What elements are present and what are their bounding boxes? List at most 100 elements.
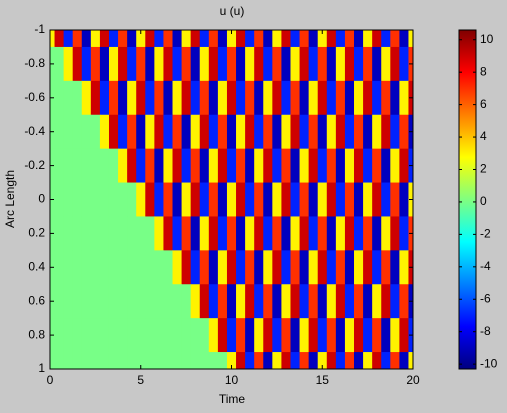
cell: [208, 352, 219, 369]
cell: [399, 352, 409, 369]
cell: [54, 114, 65, 150]
cell: [63, 114, 74, 150]
cell: [308, 284, 319, 319]
cell: [99, 284, 110, 319]
cell: [81, 352, 92, 369]
cell: [226, 80, 237, 116]
cell: [190, 148, 201, 183]
cell: [163, 148, 173, 183]
cell: [226, 148, 237, 183]
cell: [108, 284, 119, 319]
cell: [136, 30, 146, 48]
cell: [181, 182, 192, 217]
cell: [99, 352, 110, 369]
cell: [317, 80, 328, 116]
cell: [344, 148, 355, 183]
cell: [326, 148, 337, 183]
cell: [399, 114, 409, 150]
cell: [263, 318, 273, 353]
cell: [308, 148, 319, 183]
cell: [81, 80, 92, 116]
colorbar-tick-label: -8: [480, 324, 491, 338]
cell: [81, 318, 92, 353]
cell: [72, 318, 83, 353]
cell: [172, 148, 182, 183]
cell: [81, 250, 92, 285]
cell: [118, 182, 128, 217]
cell: [118, 46, 128, 82]
cell: [372, 46, 382, 82]
cell: [154, 250, 164, 285]
cell: [399, 80, 409, 116]
cell: [81, 216, 92, 251]
cell: [181, 352, 192, 369]
cell: [90, 216, 101, 251]
cell: [172, 352, 182, 369]
cell: [163, 46, 173, 82]
cell: [145, 284, 155, 319]
cell: [208, 318, 219, 353]
cell: [63, 46, 74, 82]
cell: [290, 80, 300, 116]
cell: [245, 352, 255, 369]
cell: [54, 284, 65, 319]
cell: [199, 148, 210, 183]
cell: [272, 182, 282, 217]
cell: [118, 30, 128, 48]
cell: [199, 114, 210, 150]
cell: [118, 250, 128, 285]
cell: [290, 352, 300, 369]
cell: [354, 250, 364, 285]
cell: [163, 318, 173, 353]
cell: [299, 250, 310, 285]
cell: [154, 182, 164, 217]
cell: [136, 182, 146, 217]
cell: [344, 318, 355, 353]
cell: [172, 216, 182, 251]
cell: [254, 114, 264, 150]
cell: [372, 148, 382, 183]
y-tick-label: -0.2: [24, 158, 45, 172]
cell: [344, 250, 355, 285]
cell: [381, 250, 391, 285]
cell: [254, 216, 264, 251]
cell: [408, 352, 413, 369]
cell: [72, 148, 83, 183]
cell: [344, 30, 355, 48]
cell: [154, 30, 164, 48]
cell: [154, 284, 164, 319]
cell: [236, 80, 246, 116]
cell: [54, 216, 65, 251]
cell: [54, 80, 65, 116]
cell: [226, 352, 237, 369]
cell: [363, 250, 373, 285]
cell: [372, 182, 382, 217]
cell: [136, 80, 146, 116]
cell: [399, 148, 409, 183]
cell: [199, 46, 210, 82]
cell: [308, 216, 319, 251]
cell: [281, 80, 291, 116]
cell: [154, 80, 164, 116]
cell: [54, 46, 65, 82]
cell: [217, 216, 228, 251]
cell: [281, 352, 291, 369]
cell: [217, 284, 228, 319]
cell: [99, 318, 110, 353]
cell: [118, 352, 128, 369]
cell: [163, 80, 173, 116]
cell: [363, 46, 373, 82]
cell: [90, 250, 101, 285]
cell: [127, 216, 137, 251]
cell: [217, 250, 228, 285]
cell: [99, 46, 110, 82]
cell: [190, 284, 201, 319]
cell: [199, 284, 210, 319]
cell: [326, 114, 337, 150]
cell: [354, 30, 364, 48]
cell: [308, 352, 319, 369]
cell: [108, 30, 119, 48]
cell: [108, 250, 119, 285]
chart-title: u (u): [220, 4, 245, 18]
cell: [308, 46, 319, 82]
